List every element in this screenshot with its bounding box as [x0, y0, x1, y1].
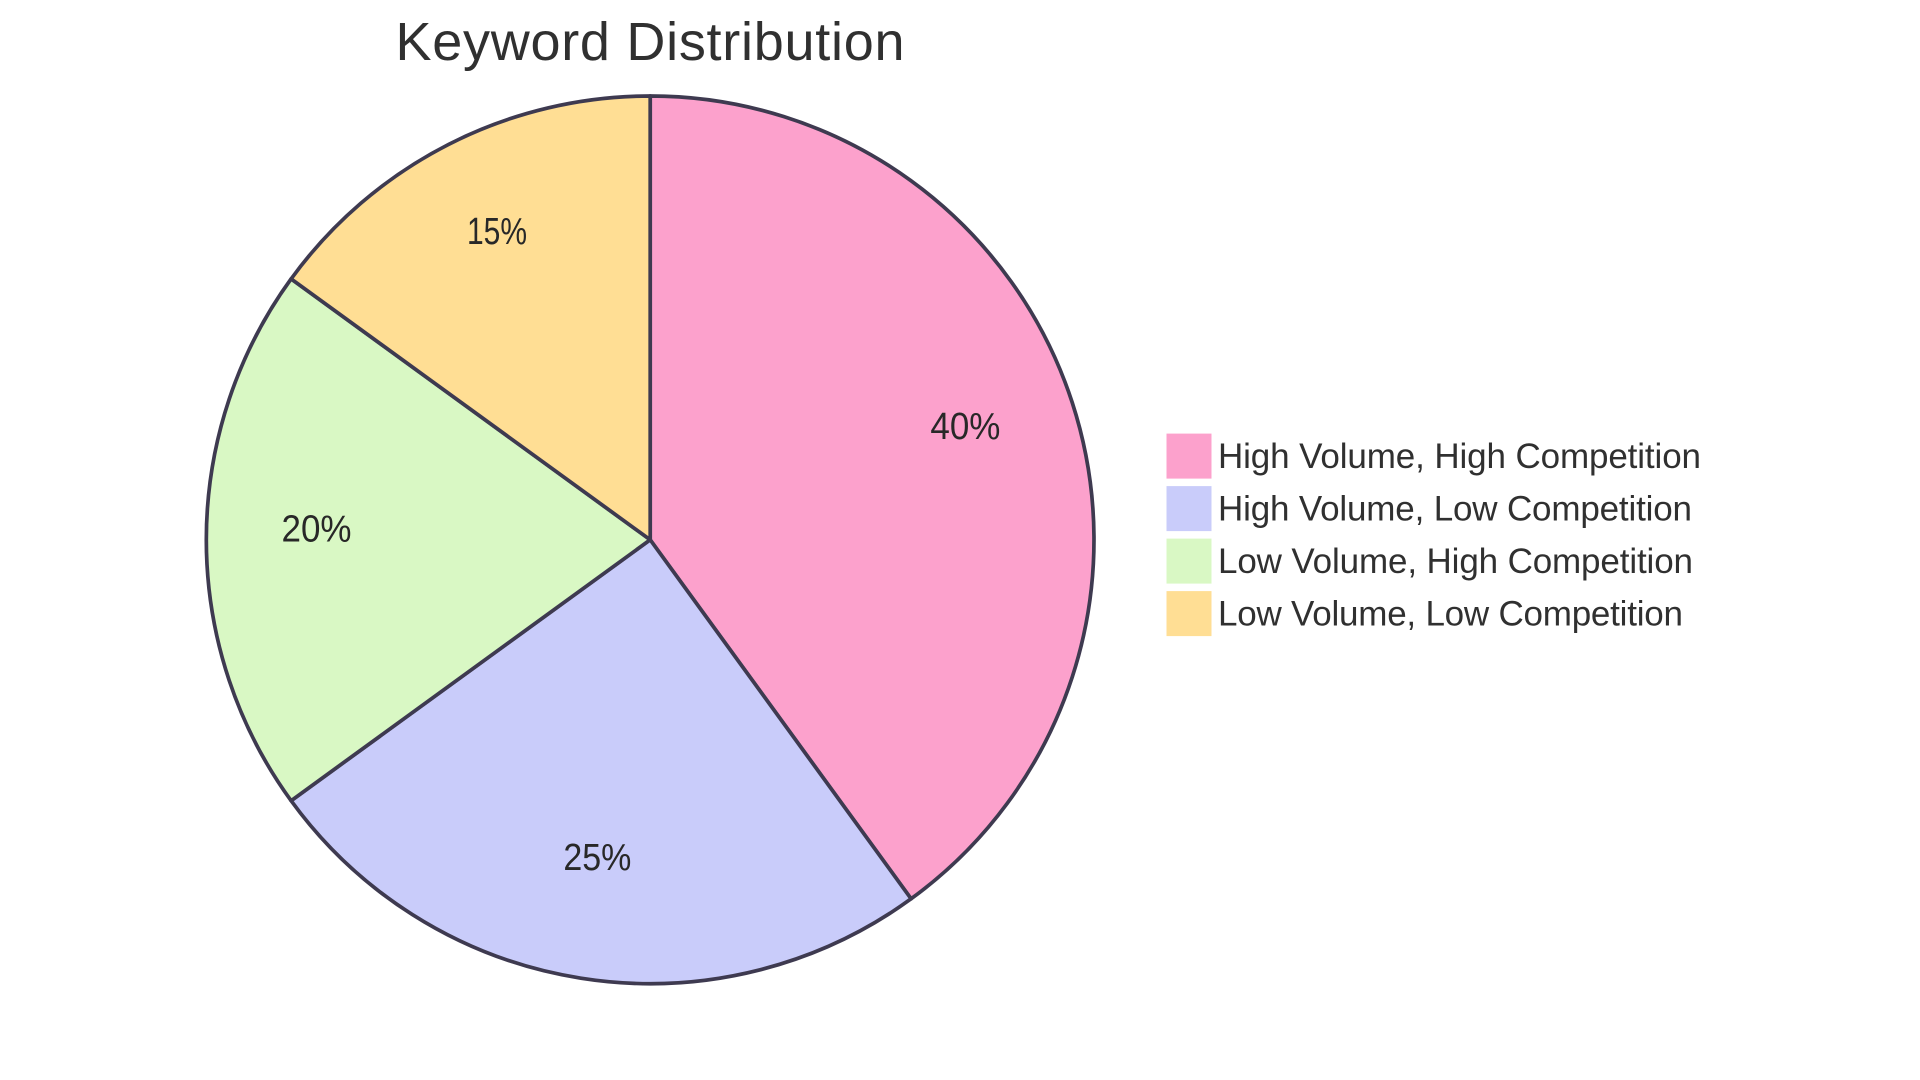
- svg-text:25%: 25%: [563, 837, 631, 879]
- svg-text:40%: 40%: [930, 406, 1000, 448]
- svg-text:High Volume, High Competition: High Volume, High Competition: [1218, 437, 1701, 476]
- svg-text:High Volume, Low Competition: High Volume, Low Competition: [1218, 489, 1692, 528]
- svg-text:Keyword Distribution: Keyword Distribution: [396, 12, 905, 72]
- svg-text:Low Volume, Low Competition: Low Volume, Low Competition: [1218, 594, 1683, 633]
- svg-text:15%: 15%: [467, 211, 527, 253]
- svg-text:Low Volume, High Competition: Low Volume, High Competition: [1218, 542, 1693, 581]
- svg-text:20%: 20%: [282, 508, 352, 550]
